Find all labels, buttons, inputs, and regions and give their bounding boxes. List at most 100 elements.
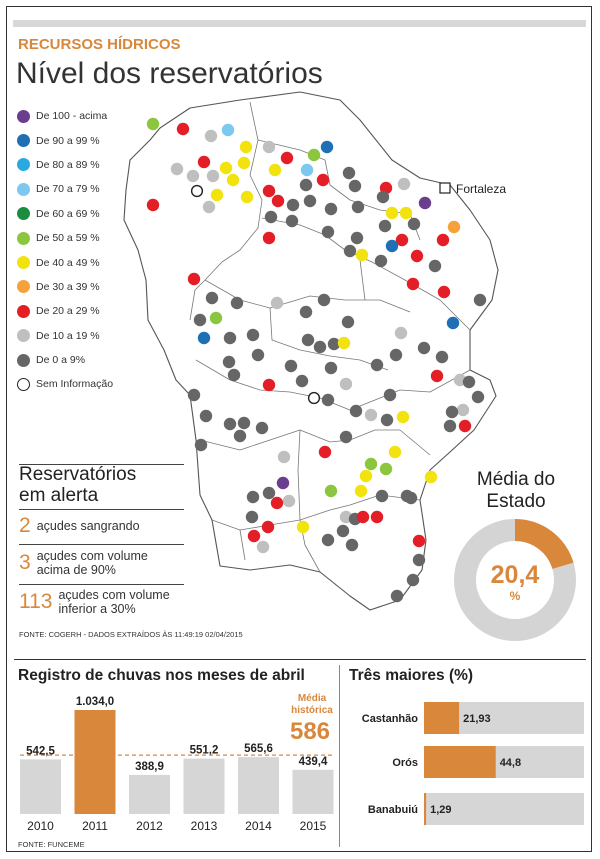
- legend-label: De 40 a 49 %: [36, 256, 100, 269]
- top3-category-label: Castanhão: [362, 713, 419, 725]
- reservoir-dot: [146, 198, 160, 212]
- reservoir-dot: [359, 469, 373, 483]
- reservoir-dot: [378, 219, 392, 233]
- reservoir-dot: [321, 533, 335, 547]
- rain-bar: [129, 774, 170, 814]
- rain-value-label: 1.034,0: [76, 696, 114, 708]
- legend-item: Sem Informação: [17, 372, 113, 396]
- legend-item: De 0 a 9%: [17, 348, 113, 372]
- reservoir-dot: [430, 369, 444, 383]
- reservoir-dot: [385, 206, 399, 220]
- reservoir-dot: [240, 190, 254, 204]
- donut-fill: [514, 519, 574, 570]
- legend-swatch: [17, 109, 30, 123]
- reservoir-dot: [176, 122, 190, 136]
- reservoir-dot: [320, 140, 334, 154]
- legend-item: De 70 a 79 %: [17, 177, 113, 201]
- legend-label: De 80 a 89 %: [36, 158, 100, 171]
- legend-swatch: [17, 329, 30, 343]
- reservoir-dot: [399, 206, 413, 220]
- reservoir-dot: [205, 291, 219, 305]
- reservoir-dot: [295, 374, 309, 388]
- reservoir-dot: [186, 169, 200, 183]
- alert-title-line1: Reservatórios: [19, 464, 137, 485]
- reservoir-dot: [437, 285, 451, 299]
- top3-value-label: 1,29: [430, 804, 451, 816]
- reservoir-dot: [194, 438, 208, 452]
- legend-swatch: [17, 304, 30, 318]
- reservoir-dot: [406, 573, 420, 587]
- rain-bar: [183, 758, 225, 814]
- reservoir-dot: [473, 293, 487, 307]
- reservoir-dot: [397, 177, 411, 191]
- reservoir-dot: [230, 296, 244, 310]
- rain-bar: [74, 710, 116, 814]
- reservoir-dot-no-info: [190, 184, 204, 198]
- alert-text-2-line1: açudes com volume: [36, 549, 148, 563]
- legend-swatch: [17, 231, 30, 245]
- reservoir-dot: [262, 184, 276, 198]
- top3-bar: [424, 746, 496, 778]
- reservoir-dot: [299, 178, 313, 192]
- reservoir-dot: [321, 393, 335, 407]
- reservoir-dot: [270, 296, 284, 310]
- reservoir-dot: [383, 388, 397, 402]
- rain-chart: 542,5 2010 1.034,0 2011 388,9 2012 551,2 2013 56…: [20, 693, 334, 833]
- top3-category-label: Orós: [392, 757, 418, 769]
- reservoir-dot: [410, 249, 424, 263]
- legend-swatch: [17, 158, 30, 172]
- reservoir-dot: [187, 388, 201, 402]
- reservoir-dot: [350, 231, 364, 245]
- reservoir-dot: [456, 403, 470, 417]
- reservoir-dot: [262, 231, 276, 245]
- reservoir-dot: [341, 315, 355, 329]
- alert-row-3: 113 açudes com volume inferior a 30%: [19, 588, 170, 616]
- reservoir-dot: [237, 416, 251, 430]
- top3-category-label: Banabuiú: [368, 804, 418, 816]
- reservoir-dot: [418, 196, 432, 210]
- reservoir-dot: [251, 348, 265, 362]
- legend-label: De 100 - acima: [36, 110, 108, 123]
- top3-bar: [424, 793, 427, 825]
- reservoir-dot: [261, 520, 275, 534]
- alert-number-3: 113: [19, 590, 53, 613]
- historical-mean-value: 586: [290, 718, 330, 745]
- reservoir-dot: [394, 326, 408, 340]
- reservoir-dot: [280, 151, 294, 165]
- reservoir-dot: [351, 200, 365, 214]
- reservoir-dot: [342, 166, 356, 180]
- reservoir-dot: [364, 457, 378, 471]
- reservoir-dot: [271, 194, 285, 208]
- media-title-line2: Estado: [486, 491, 546, 512]
- reservoir-dot: [462, 375, 476, 389]
- reservoir-dot: [262, 486, 276, 500]
- bottom-vertical-separator: [339, 665, 340, 847]
- reservoir-dot: [276, 476, 290, 490]
- reservoir-dot: [390, 589, 404, 603]
- reservoir-dot: [199, 409, 213, 423]
- alert-text-2-line2: acima de 90%: [36, 563, 116, 577]
- rain-year-label: 2012: [136, 819, 163, 833]
- reservoir-dot: [354, 484, 368, 498]
- reservoir-dot: [471, 390, 485, 404]
- legend-swatch: [17, 280, 30, 294]
- top3-bar: [424, 702, 460, 734]
- alert-source: FONTE: COGERH - DADOS EXTRAÍDOS ÀS 11:49…: [19, 630, 243, 639]
- reservoir-dot: [206, 169, 220, 183]
- reservoir-dot: [349, 404, 363, 418]
- reservoir-dot: [375, 489, 389, 503]
- reservoir-dot: [227, 368, 241, 382]
- reservoir-dot: [389, 348, 403, 362]
- reservoir-dot: [219, 161, 233, 175]
- reservoir-dot: [285, 214, 299, 228]
- legend-label: De 90 a 99 %: [36, 134, 100, 147]
- rain-value-label: 388,9: [135, 761, 164, 773]
- reservoir-dot: [193, 313, 207, 327]
- legend-swatch: [17, 377, 30, 391]
- page-title: Nível dos reservatórios: [16, 57, 323, 90]
- legend-item: De 60 a 69 %: [17, 202, 113, 226]
- reservoir-dot: [316, 173, 330, 187]
- reservoir-dot: [446, 316, 460, 330]
- reservoir-dot: [237, 156, 251, 170]
- legend-label: De 60 a 69 %: [36, 207, 100, 220]
